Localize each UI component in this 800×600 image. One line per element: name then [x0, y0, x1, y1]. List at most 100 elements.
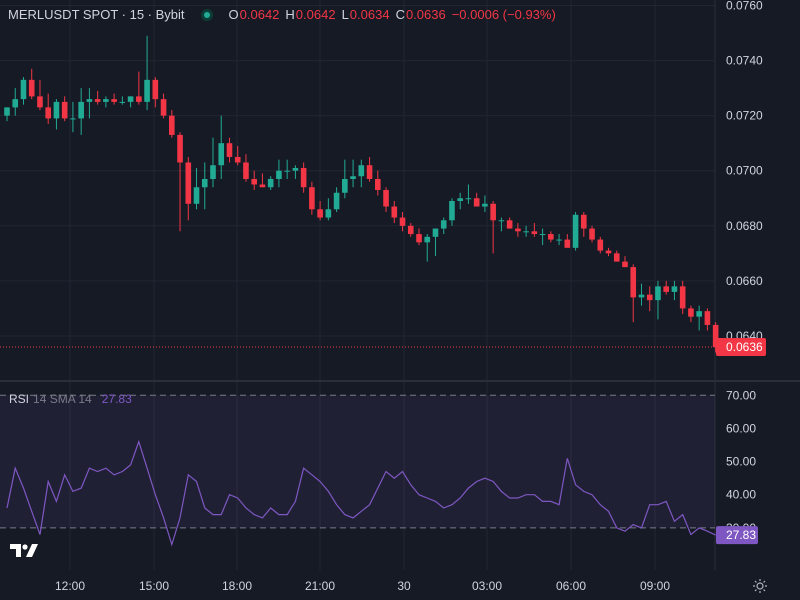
candle-body[interactable] — [103, 99, 109, 102]
candle-body[interactable] — [144, 79, 150, 102]
settings-gear-icon[interactable] — [752, 578, 768, 594]
candle-body[interactable] — [424, 236, 431, 243]
candle-body[interactable] — [78, 101, 84, 119]
candle-body[interactable] — [111, 99, 117, 102]
candle-body[interactable] — [688, 308, 694, 317]
symbol-title[interactable]: MERLUSDT SPOT · 15 · Bybit — [8, 7, 185, 22]
candle-body[interactable] — [407, 225, 414, 235]
candle-body[interactable] — [679, 286, 686, 309]
candle-body[interactable] — [473, 198, 480, 207]
candle-body[interactable] — [292, 167, 299, 171]
candle-body[interactable] — [152, 79, 159, 100]
candle-body[interactable] — [251, 178, 257, 185]
candle-body[interactable] — [416, 234, 422, 243]
candle-body[interactable] — [712, 324, 719, 347]
candle-body[interactable] — [671, 286, 678, 292]
candle-body[interactable] — [366, 165, 373, 179]
candle-body[interactable] — [539, 234, 546, 236]
candle-body[interactable] — [12, 99, 19, 108]
candle-body[interactable] — [613, 253, 620, 262]
candle-body[interactable] — [457, 198, 463, 202]
candle-body[interactable] — [605, 250, 612, 254]
candle-body[interactable] — [523, 231, 529, 233]
candle-body[interactable] — [531, 231, 538, 235]
price-axis-tick-label: 0.0700 — [726, 164, 763, 178]
candle-body[interactable] — [45, 107, 51, 119]
candle-body[interactable] — [663, 286, 669, 292]
candle-body[interactable] — [37, 96, 43, 108]
candle-body[interactable] — [581, 214, 587, 229]
candle-body[interactable] — [70, 118, 76, 120]
rsi-axis-tick-label: 70.00 — [726, 388, 756, 402]
candle-body[interactable] — [597, 239, 604, 251]
candle-body[interactable] — [490, 203, 496, 221]
candle-body[interactable] — [655, 286, 661, 301]
candle-body[interactable] — [646, 294, 653, 301]
candle-body[interactable] — [127, 96, 134, 102]
candle-body[interactable] — [226, 143, 233, 157]
rsi-axis-tick-label: 40.00 — [726, 488, 756, 502]
candle-body[interactable] — [234, 156, 241, 163]
candle-body[interactable] — [333, 192, 340, 210]
candle-body[interactable] — [630, 267, 637, 298]
candle-body[interactable] — [201, 178, 208, 188]
candle-body[interactable] — [482, 203, 488, 207]
candle-body[interactable] — [4, 107, 10, 116]
candle-body[interactable] — [556, 239, 562, 241]
candle-body[interactable] — [284, 170, 290, 172]
candle-body[interactable] — [432, 228, 439, 237]
candle-body[interactable] — [309, 187, 315, 210]
candle-body[interactable] — [506, 220, 513, 229]
market-status-icon[interactable] — [200, 8, 213, 21]
candle-body[interactable] — [548, 234, 554, 240]
candle-body[interactable] — [622, 261, 628, 268]
candle-body[interactable] — [94, 99, 101, 102]
tradingview-logo-icon[interactable] — [8, 538, 40, 562]
candle-body[interactable] — [696, 311, 702, 317]
candle-body[interactable] — [564, 239, 571, 248]
candle-body[interactable] — [210, 165, 216, 179]
candle-body[interactable] — [589, 228, 595, 240]
candle-body[interactable] — [300, 167, 307, 188]
price-axis-tick-label: 0.0760 — [726, 0, 763, 13]
candle-body[interactable] — [572, 214, 579, 248]
high-value: 0.0642 — [295, 7, 336, 22]
candle-body[interactable] — [61, 101, 68, 119]
candle-body[interactable] — [243, 162, 249, 179]
candle-body[interactable] — [342, 178, 348, 193]
candle-body[interactable] — [399, 217, 406, 226]
candle-body[interactable] — [177, 134, 183, 163]
candle-body[interactable] — [53, 101, 60, 119]
candle-body[interactable] — [515, 228, 521, 232]
rsi-last-value-badge — [716, 526, 758, 545]
candle-body[interactable] — [119, 101, 126, 103]
candle-body[interactable] — [317, 209, 323, 218]
candle-body[interactable] — [350, 176, 356, 179]
rsi-legend[interactable]: RSI 14 SMA 14 27.83 — [9, 392, 132, 406]
candle-body[interactable] — [20, 79, 27, 100]
rsi-line[interactable] — [6, 439, 716, 547]
candle-body[interactable] — [193, 187, 200, 204]
candle-body[interactable] — [86, 99, 93, 102]
candle-body[interactable] — [704, 311, 711, 325]
candle-body[interactable] — [498, 220, 505, 222]
candle-body[interactable] — [218, 143, 225, 166]
candle-body[interactable] — [375, 178, 381, 190]
candle-body[interactable] — [465, 198, 472, 200]
candle-body[interactable] — [383, 190, 389, 207]
candle-body[interactable] — [169, 115, 175, 135]
candle-body[interactable] — [28, 79, 35, 97]
candle-body[interactable] — [185, 162, 192, 204]
candle-body[interactable] — [638, 294, 645, 298]
candle-body[interactable] — [136, 96, 142, 102]
candle-body[interactable] — [259, 184, 266, 188]
candle-body[interactable] — [358, 165, 365, 177]
candle-body[interactable] — [267, 178, 274, 188]
candle-body[interactable] — [325, 209, 332, 218]
candle-body[interactable] — [160, 99, 167, 116]
candle-body[interactable] — [440, 220, 447, 229]
candle-body[interactable] — [276, 170, 282, 179]
candle-body[interactable] — [391, 206, 398, 218]
candle-body[interactable] — [449, 201, 455, 221]
